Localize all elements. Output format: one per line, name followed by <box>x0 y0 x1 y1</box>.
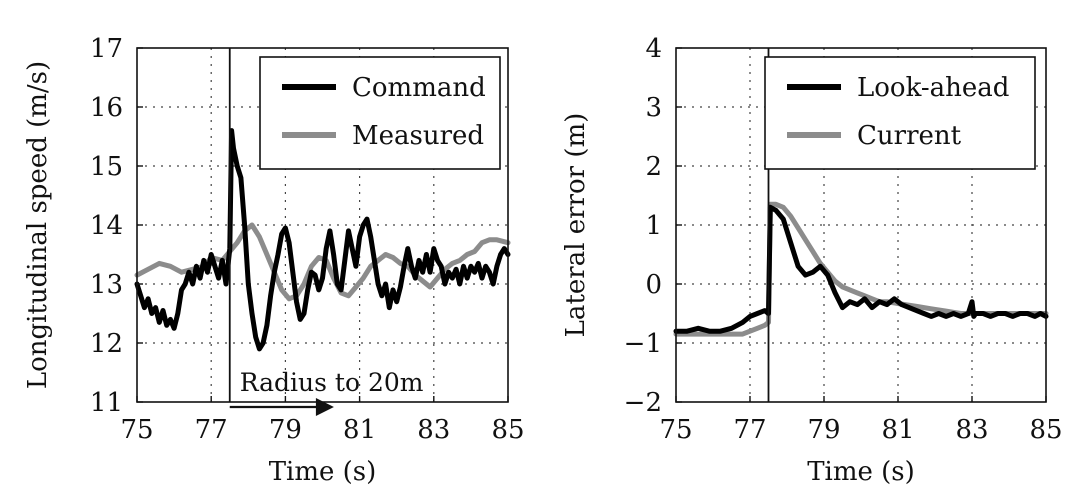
lateral-y-tick-label: 1 <box>645 211 662 241</box>
lateral-y-tick-label: 0 <box>645 270 662 300</box>
speed-x-tick-label: 83 <box>417 415 450 445</box>
lateral-x-tick-label: 75 <box>659 415 692 445</box>
radius-arrow-head <box>315 397 334 416</box>
speed-y-tick-label: 14 <box>90 211 123 241</box>
lateral-chart-y-label: Lateral error (m) <box>561 113 591 338</box>
radius-annotation: Radius to 20m <box>229 368 424 416</box>
speed-y-tick-label: 16 <box>90 93 123 123</box>
lateral-series-look-ahead-line <box>673 204 1049 334</box>
lateral-chart-x-label: Time (s) <box>807 457 915 487</box>
speed-series-measured-line <box>134 222 511 302</box>
speed-x-tick-label: 79 <box>269 415 302 445</box>
speed-y-tick-label: 11 <box>90 388 123 418</box>
speed-chart-y-label: Longitudinal speed (m/s) <box>23 61 53 389</box>
lateral-x-tick-label: 85 <box>1029 415 1062 445</box>
lateral-chart-series <box>673 201 1049 337</box>
lateral-chart-legend: Look-ahead Current <box>764 56 1036 170</box>
lateral-chart-x-ticks: 75 77 79 81 83 85 <box>659 396 1063 445</box>
lateral-y-tick-label: −2 <box>624 388 662 418</box>
speed-y-tick-label: 12 <box>90 329 123 359</box>
speed-x-tick-label: 81 <box>343 415 376 445</box>
speed-chart-x-label: Time (s) <box>269 457 377 487</box>
speed-x-tick-label: 77 <box>195 415 228 445</box>
speed-y-tick-label: 17 <box>90 34 123 64</box>
speed-series-command-line <box>134 128 511 352</box>
lateral-chart-y-ticks: −2 −1 0 1 2 3 4 <box>624 34 682 418</box>
speed-x-tick-label: 85 <box>491 415 524 445</box>
lateral-x-tick-label: 79 <box>807 415 840 445</box>
speed-chart-y-ticks: 11 12 13 14 15 16 17 <box>90 34 143 418</box>
lateral-x-tick-label: 81 <box>881 415 914 445</box>
lateral-y-tick-label: 3 <box>645 93 662 123</box>
lateral-error-chart: 75 77 79 81 83 85 −2 −1 0 1 2 3 4 Time (s) Lateral … <box>561 34 1063 487</box>
speed-chart-x-ticks: 75 77 79 81 83 85 <box>120 396 525 445</box>
speed-chart: 75 77 79 81 83 85 11 12 13 14 15 16 17 Time (s) Lon… <box>23 34 525 487</box>
lateral-legend-box <box>764 56 1036 170</box>
lateral-legend-label: Current <box>857 121 962 151</box>
lateral-x-tick-label: 83 <box>955 415 988 445</box>
lateral-y-tick-label: 4 <box>645 34 662 64</box>
speed-x-tick-label: 75 <box>120 415 153 445</box>
speed-legend-label: Command <box>352 73 486 103</box>
radius-annotation-text: Radius to 20m <box>240 368 424 397</box>
lateral-legend-label: Look-ahead <box>857 73 1009 103</box>
lateral-x-tick-label: 77 <box>733 415 766 445</box>
lateral-y-tick-label: −1 <box>624 329 662 359</box>
speed-y-tick-label: 13 <box>90 270 123 300</box>
speed-y-tick-label: 15 <box>90 152 123 182</box>
lateral-y-tick-label: 2 <box>645 152 662 182</box>
speed-chart-legend: Command Measured <box>259 56 501 170</box>
speed-legend-label: Measured <box>352 121 484 151</box>
speed-chart-series <box>134 128 511 352</box>
speed-legend-box <box>259 56 501 170</box>
